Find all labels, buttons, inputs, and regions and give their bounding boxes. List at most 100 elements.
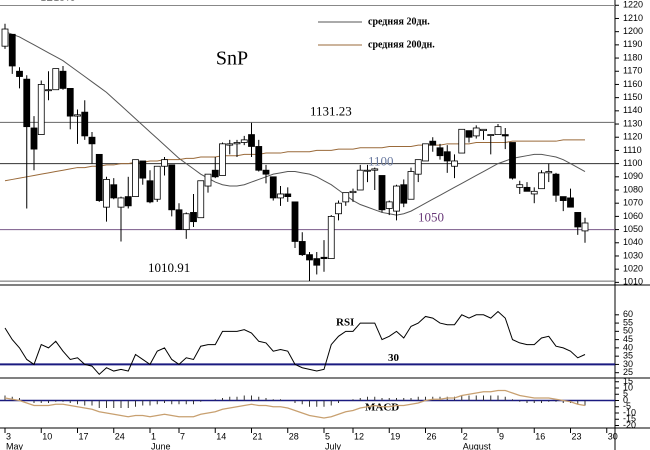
- level-label: 1131.23: [310, 103, 352, 118]
- x-tick-label: 30: [608, 431, 618, 441]
- y-tick-label: 1200: [623, 26, 643, 36]
- month-label: July: [325, 441, 342, 450]
- level-label: 1050: [418, 210, 444, 225]
- y-tick-label: 55: [623, 317, 633, 327]
- y-tick-label: 1170: [623, 66, 642, 76]
- candle-body: [1, 28, 9, 47]
- y-tick-label: 1190: [623, 39, 642, 49]
- y-tick-label: 1220: [623, 0, 643, 10]
- x-tick-label: 21: [253, 431, 263, 441]
- candle-body: [255, 146, 263, 171]
- candle-body: [378, 175, 386, 211]
- candle-body: [52, 68, 60, 91]
- candle-body: [451, 160, 458, 167]
- x-tick-label: 26: [427, 431, 437, 441]
- candle-body: [320, 256, 328, 260]
- y-tick-label: 1160: [623, 79, 642, 89]
- y-tick-label: -5: [623, 401, 631, 411]
- y-tick-label: 60: [623, 309, 633, 319]
- y-tick-label: 1110: [623, 145, 642, 155]
- x-tick-label: 16: [535, 431, 545, 441]
- y-tick-label: 1150: [623, 92, 642, 102]
- month-label: May: [6, 441, 24, 450]
- x-tick-label: 28: [289, 431, 299, 441]
- candle-body: [494, 126, 502, 135]
- candle-body: [407, 171, 415, 200]
- chart-title: SnP: [216, 48, 248, 70]
- y-tick-label: 15: [623, 376, 633, 386]
- x-tick-label: 9: [499, 431, 504, 441]
- candle-body: [349, 190, 357, 194]
- y-tick-label: 1120: [623, 132, 642, 142]
- candle-body: [161, 159, 168, 167]
- candle-body: [240, 139, 248, 143]
- candle-body: [45, 89, 52, 92]
- candle-body: [30, 127, 38, 150]
- rsi-label: RSI: [336, 317, 354, 329]
- y-tick-label: 1050: [623, 224, 643, 234]
- candle-body: [37, 84, 45, 135]
- candle-body: [124, 196, 132, 207]
- candle-body: [335, 202, 342, 215]
- candle-body: [400, 184, 408, 204]
- candle-body: [356, 169, 364, 191]
- candle-body: [74, 114, 81, 117]
- candle-body: [538, 172, 545, 190]
- y-tick-label: -10: [623, 407, 636, 417]
- y-tick-label: 1010: [623, 277, 643, 287]
- candle-body: [480, 128, 487, 132]
- y-tick-label: -15: [623, 414, 636, 424]
- candle-body: [204, 173, 212, 187]
- y-tick-label: 5: [623, 389, 628, 399]
- candle-body: [306, 254, 313, 261]
- x-tick-label: 5: [325, 431, 330, 441]
- candle-body: [559, 196, 567, 201]
- x-tick-label: 3: [6, 431, 11, 441]
- candle-body: [516, 184, 524, 188]
- candle-body: [95, 153, 103, 201]
- candle-body: [132, 159, 139, 197]
- level-label: 1100: [368, 154, 394, 169]
- candle-body: [313, 258, 321, 266]
- y-tick-label: 1070: [623, 198, 643, 208]
- legend-label: средняя 200дн.: [368, 39, 435, 50]
- candle-body: [81, 111, 89, 137]
- y-tick-label: 1100: [623, 158, 642, 168]
- candle-body: [422, 143, 429, 162]
- candle-body: [501, 134, 509, 137]
- y-tick-label: 1060: [623, 211, 643, 221]
- candle-body: [226, 143, 234, 146]
- month-label: August: [463, 441, 492, 450]
- candle-body: [277, 193, 284, 199]
- candle-body: [139, 160, 147, 179]
- y-tick-label: 45: [623, 334, 633, 344]
- y-tick-label: 1130: [623, 118, 642, 128]
- candle-body: [487, 134, 495, 136]
- x-tick-label: 2: [463, 431, 468, 441]
- candle-body: [291, 201, 299, 242]
- candle-body: [530, 190, 538, 195]
- x-tick-label: 23: [572, 431, 582, 441]
- level-label: 1010.91: [148, 260, 190, 275]
- rsi-level-label: 30: [388, 352, 400, 364]
- candle-body: [523, 186, 531, 192]
- candle-body: [190, 212, 197, 223]
- candle-body: [219, 143, 226, 176]
- candle-body: [59, 70, 67, 89]
- month-label: June: [151, 441, 171, 450]
- candle-body: [182, 213, 190, 230]
- candle-body: [117, 197, 125, 208]
- candle-body: [465, 130, 473, 138]
- x-tick-label: 17: [79, 431, 89, 441]
- candle-body: [262, 169, 270, 175]
- candle-body: [233, 142, 241, 145]
- y-tick-label: 1080: [623, 184, 643, 194]
- candle-body: [429, 140, 437, 146]
- y-tick-label: 10: [623, 382, 633, 392]
- y-tick-label: 1030: [623, 250, 643, 260]
- candle-body: [66, 88, 74, 117]
- candle-body: [327, 215, 335, 260]
- candle-body: [567, 197, 574, 208]
- x-tick-label: 12: [354, 431, 364, 441]
